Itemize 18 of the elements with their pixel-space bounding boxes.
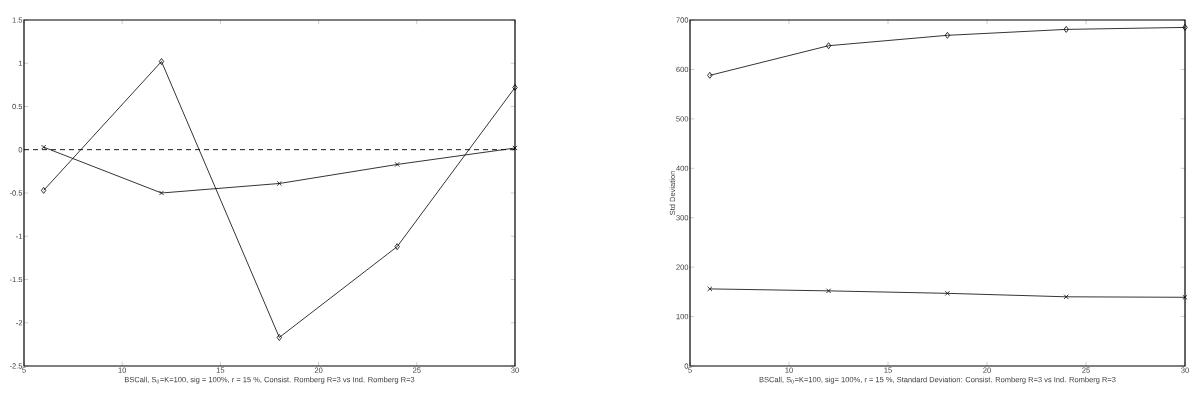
point	[394, 161, 400, 167]
point	[707, 71, 713, 79]
point	[944, 290, 950, 296]
point	[826, 288, 832, 294]
point	[1182, 294, 1188, 300]
point	[158, 190, 164, 196]
point	[40, 187, 47, 194]
point	[41, 144, 47, 150]
point	[1063, 26, 1069, 33]
point	[825, 42, 832, 50]
point	[394, 243, 400, 251]
point	[944, 31, 951, 39]
point	[512, 84, 518, 91]
point	[158, 58, 165, 65]
point	[276, 334, 282, 341]
point	[707, 286, 713, 292]
point	[1063, 294, 1069, 300]
point	[276, 180, 282, 187]
